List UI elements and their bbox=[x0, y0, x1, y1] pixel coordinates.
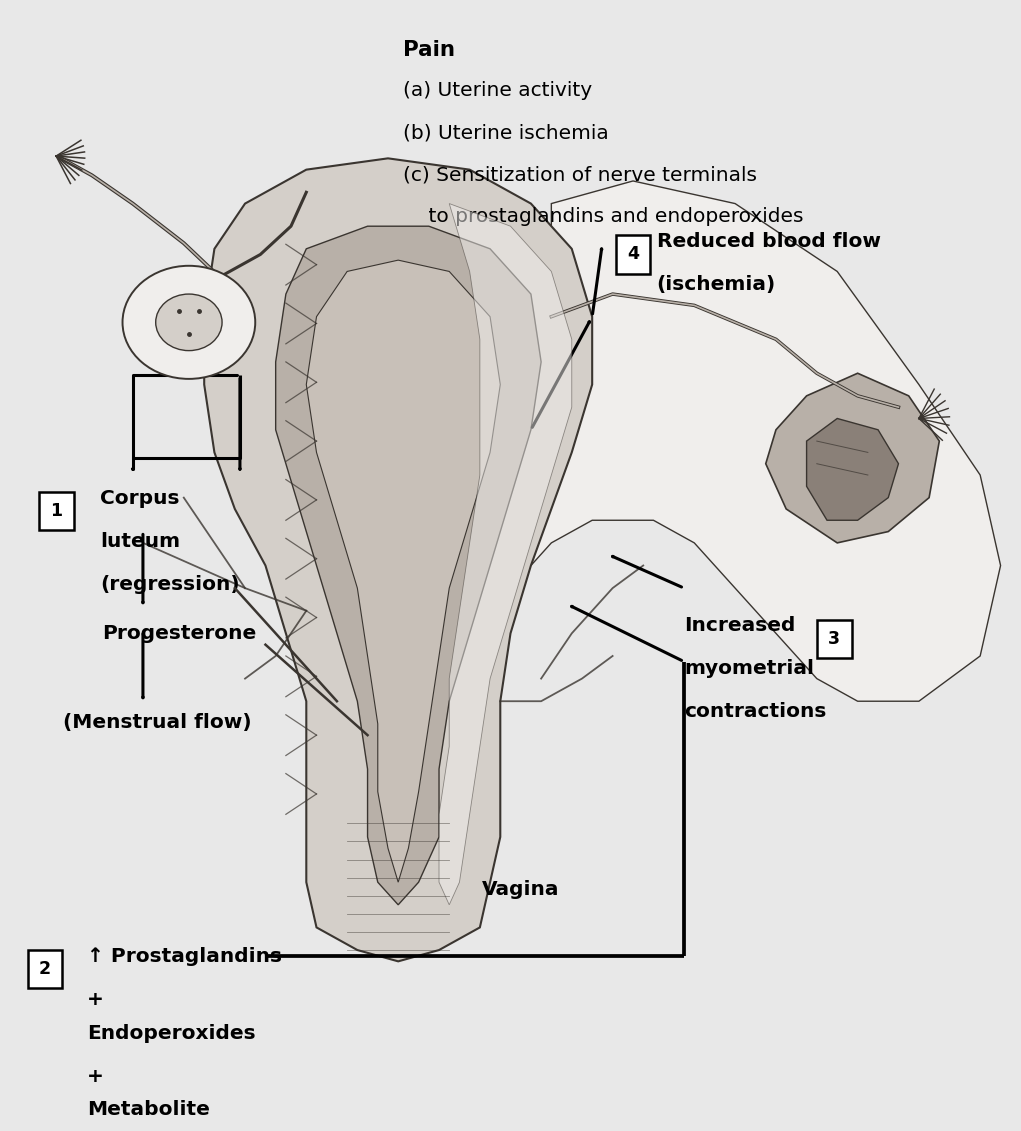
Text: Increased: Increased bbox=[684, 616, 795, 636]
Text: (b) Uterine ischemia: (b) Uterine ischemia bbox=[403, 123, 610, 143]
Text: 1: 1 bbox=[50, 502, 62, 520]
Text: luteum: luteum bbox=[100, 532, 180, 551]
FancyBboxPatch shape bbox=[817, 620, 852, 658]
Text: Progesterone: Progesterone bbox=[102, 624, 256, 644]
FancyBboxPatch shape bbox=[39, 492, 74, 530]
Text: Endoperoxides: Endoperoxides bbox=[87, 1024, 255, 1043]
FancyBboxPatch shape bbox=[28, 950, 62, 988]
Ellipse shape bbox=[123, 266, 255, 379]
Text: Corpus: Corpus bbox=[100, 489, 180, 508]
Text: 3: 3 bbox=[828, 630, 840, 648]
Text: ↑ Prostaglandins: ↑ Prostaglandins bbox=[87, 947, 282, 966]
Text: myometrial: myometrial bbox=[684, 659, 814, 679]
Text: Pain: Pain bbox=[403, 40, 455, 60]
Polygon shape bbox=[306, 260, 500, 882]
Text: (a) Uterine activity: (a) Uterine activity bbox=[403, 81, 592, 101]
Polygon shape bbox=[204, 158, 592, 961]
Text: (c) Sensitization of nerve terminals: (c) Sensitization of nerve terminals bbox=[403, 165, 758, 184]
Text: (regression): (regression) bbox=[100, 575, 240, 594]
Text: Vagina: Vagina bbox=[482, 880, 560, 899]
Text: contractions: contractions bbox=[684, 702, 826, 722]
Text: to prostaglandins and endoperoxides: to prostaglandins and endoperoxides bbox=[403, 207, 804, 226]
Text: Reduced blood flow: Reduced blood flow bbox=[657, 232, 880, 251]
Ellipse shape bbox=[155, 294, 222, 351]
Polygon shape bbox=[510, 181, 1001, 701]
Text: 2: 2 bbox=[39, 960, 51, 978]
Text: +: + bbox=[87, 990, 104, 1009]
FancyBboxPatch shape bbox=[616, 235, 650, 274]
Polygon shape bbox=[439, 204, 572, 905]
Text: 4: 4 bbox=[627, 245, 639, 264]
Text: (ischemia): (ischemia) bbox=[657, 275, 776, 294]
Polygon shape bbox=[766, 373, 939, 543]
Text: (Menstrual flow): (Menstrual flow) bbox=[63, 713, 252, 732]
Polygon shape bbox=[276, 226, 541, 905]
Text: Metabolite: Metabolite bbox=[87, 1100, 209, 1120]
Text: +: + bbox=[87, 1067, 104, 1086]
Polygon shape bbox=[807, 418, 898, 520]
